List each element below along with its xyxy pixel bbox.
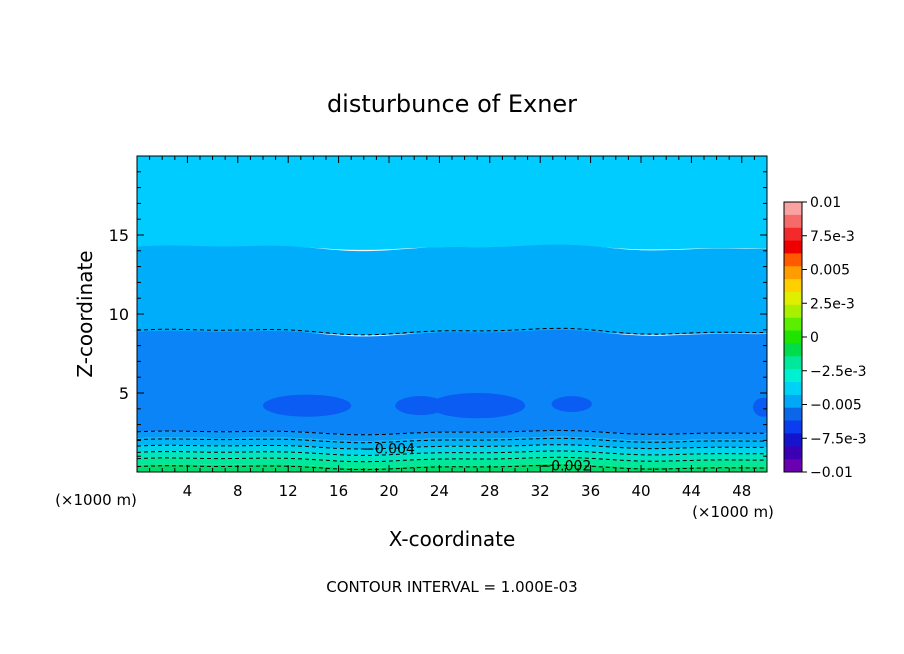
colorbar-swatch xyxy=(784,202,802,216)
colorbar-tick-label: 0.005 xyxy=(810,263,850,279)
x-axis-label: X-coordinate xyxy=(389,527,516,551)
y-tick-label: 5 xyxy=(119,384,129,403)
x-tick-label: 4 xyxy=(183,482,193,500)
contour-label: −0.004 xyxy=(363,441,415,457)
x-tick-label: 16 xyxy=(329,482,348,500)
contour-line xyxy=(137,456,767,463)
x-tick-label: 8 xyxy=(233,482,243,500)
colorbar-swatch xyxy=(784,214,802,229)
colorbar-swatch xyxy=(784,356,802,370)
colorbar-swatch xyxy=(784,330,802,344)
colorbar-swatch xyxy=(784,407,802,422)
low-value-patch xyxy=(551,396,592,412)
x-tick-label: 36 xyxy=(581,482,600,500)
colorbar-swatch xyxy=(784,317,802,332)
colorbar-tick-label: 2.5e-3 xyxy=(810,296,855,312)
low-value-patch xyxy=(395,396,446,416)
x-tick-label: 20 xyxy=(379,482,398,500)
colorbar-tick-label: −0.01 xyxy=(810,465,853,481)
low-value-patch xyxy=(429,393,526,419)
contour-band xyxy=(137,329,767,435)
colorbar-swatch xyxy=(784,420,802,434)
plot-area: −0.004−0.002 xyxy=(136,155,768,474)
colorbar-tick-label: −0.005 xyxy=(810,398,862,414)
x-tick-label: 24 xyxy=(430,482,449,500)
contour-interval-note: CONTOUR INTERVAL = 1.000E-03 xyxy=(326,578,577,596)
low-value-patch xyxy=(753,397,767,417)
colorbar-swatch xyxy=(784,394,802,409)
colorbar-swatch xyxy=(784,279,802,293)
colorbar-swatch xyxy=(784,292,802,306)
colorbar-swatch xyxy=(784,227,802,242)
colorbar-swatch xyxy=(784,382,802,396)
colorbar-swatch xyxy=(784,304,802,319)
x-unit-right: (×1000 m) xyxy=(692,503,774,521)
contour-line xyxy=(137,327,767,336)
colorbar-swatch xyxy=(784,253,802,267)
x-tick-label: 40 xyxy=(631,482,650,500)
y-axis: 5 10 15 xyxy=(109,171,767,457)
contour-line xyxy=(137,450,767,456)
x-tick-label: 32 xyxy=(531,482,550,500)
colorbar-swatch xyxy=(784,433,802,447)
colorbar-tick-label: −7.5e-3 xyxy=(810,431,867,447)
contour-line xyxy=(137,430,767,436)
x-tick-label: 12 xyxy=(279,482,298,500)
colorbar-tick-label: 0.01 xyxy=(810,195,841,211)
x-axis: 4 8 12 16 20 24 28 32 36 40 44 48 xyxy=(149,156,755,500)
contour-line xyxy=(137,437,767,444)
colorbar-swatch xyxy=(784,266,802,280)
x-tick-label: 44 xyxy=(682,482,701,500)
x-unit-left: (×1000 m) xyxy=(55,491,137,509)
contour-band xyxy=(137,244,767,336)
colorbar-swatch xyxy=(784,240,802,254)
chart-title: disturbunce of Exner xyxy=(327,90,577,118)
x-tick-label: 48 xyxy=(732,482,751,500)
colorbar-swatch xyxy=(784,459,802,473)
x-tick-label: 28 xyxy=(480,482,499,500)
colorbar-tick-label: 7.5e-3 xyxy=(810,229,855,245)
contour-band xyxy=(137,156,767,250)
low-value-patch xyxy=(263,394,352,417)
y-tick-label: 15 xyxy=(109,226,129,245)
y-axis-label: Z-coordinate xyxy=(73,250,97,377)
colorbar-tick-label: 0 xyxy=(810,330,819,346)
colorbar-swatch xyxy=(784,446,802,460)
colorbar-swatch xyxy=(784,369,802,383)
y-tick-label: 10 xyxy=(109,305,129,324)
contour-band xyxy=(137,463,767,472)
contour-line xyxy=(137,464,767,471)
colorbar: 0.01 7.5e-3 0.005 2.5e-3 0 −2.5e-3 −0.005 −7.5e… xyxy=(783,195,867,481)
contour-line xyxy=(137,444,767,450)
colorbar-swatch xyxy=(784,343,802,357)
colorbar-tick-label: −2.5e-3 xyxy=(810,364,867,380)
